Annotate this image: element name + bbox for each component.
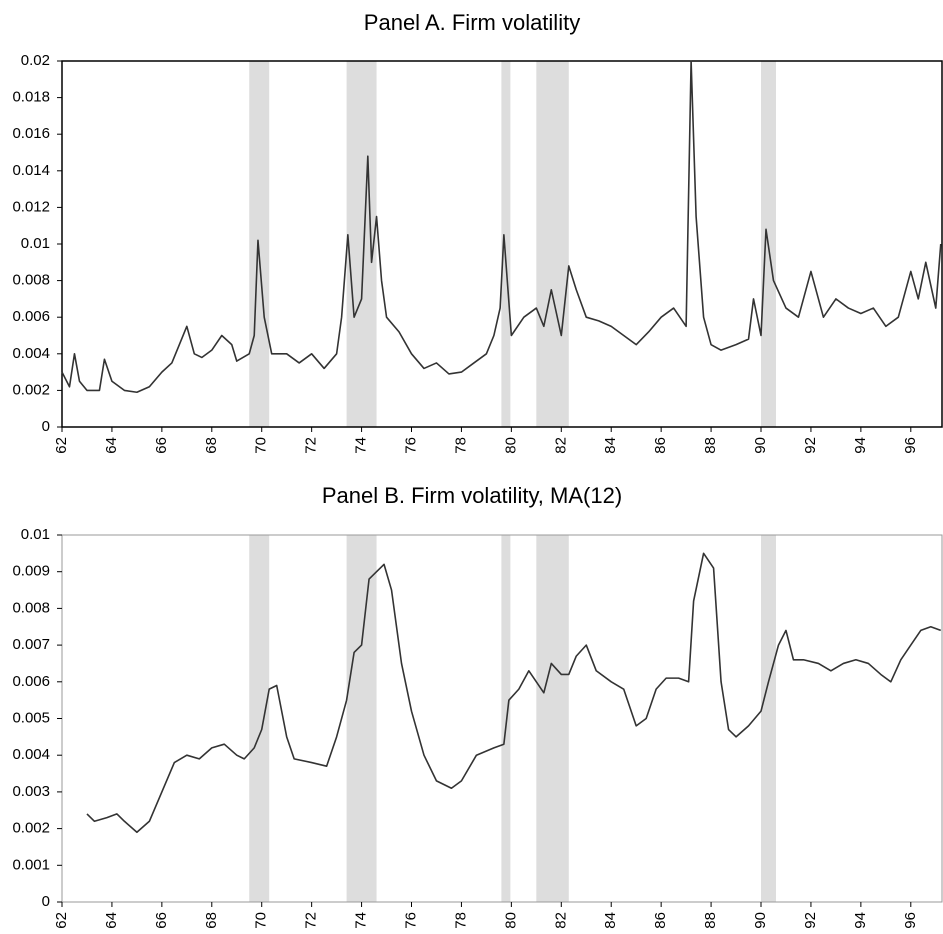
- shaded-period: [501, 61, 511, 427]
- x-tick-label: 80: [502, 437, 519, 454]
- y-tick-label: 0.008: [12, 272, 50, 289]
- panel-title: Panel B. Firm volatility, MA(12): [322, 483, 622, 508]
- x-tick-label: 86: [652, 437, 669, 454]
- x-tick-label: 80: [502, 912, 519, 929]
- x-tick-label: 70: [253, 912, 270, 929]
- shaded-period: [249, 535, 270, 902]
- x-tick-label: 70: [253, 437, 270, 454]
- x-tick-label: 78: [452, 437, 469, 454]
- x-tick-label: 62: [53, 437, 70, 454]
- x-tick-label: 68: [203, 912, 220, 929]
- shaded-period: [536, 535, 569, 902]
- y-tick-label: 0.004: [12, 746, 50, 763]
- x-tick-label: 66: [153, 437, 170, 454]
- x-tick-label: 82: [552, 912, 569, 929]
- y-tick-label: 0.007: [12, 636, 50, 653]
- shaded-period: [346, 535, 377, 902]
- shaded-period: [346, 61, 377, 427]
- y-tick-label: 0.01: [21, 235, 50, 252]
- x-tick-label: 96: [902, 912, 919, 929]
- x-tick-label: 96: [902, 437, 919, 454]
- y-tick-label: 0.001: [12, 856, 50, 873]
- y-tick-label: 0: [42, 893, 50, 910]
- x-tick-label: 92: [802, 437, 819, 454]
- y-tick-label: 0.02: [21, 52, 50, 69]
- shaded-period: [249, 61, 270, 427]
- x-tick-label: 84: [602, 912, 619, 929]
- x-tick-label: 72: [303, 437, 320, 454]
- shaded-period: [501, 535, 511, 902]
- y-tick-label: 0.018: [12, 89, 50, 106]
- y-tick-label: 0.016: [12, 125, 50, 142]
- y-tick-label: 0.009: [12, 563, 50, 580]
- y-tick-label: 0.005: [12, 709, 50, 726]
- x-tick-label: 74: [353, 912, 370, 929]
- x-tick-label: 64: [103, 437, 120, 454]
- panel-title: Panel A. Firm volatility: [364, 10, 580, 35]
- y-tick-label: 0.002: [12, 820, 50, 837]
- x-tick-label: 92: [802, 912, 819, 929]
- y-tick-label: 0: [42, 418, 50, 435]
- data-line: [61, 60, 942, 394]
- y-tick-label: 0.006: [12, 673, 50, 690]
- x-tick-label: 78: [452, 912, 469, 929]
- y-tick-label: 0.008: [12, 599, 50, 616]
- x-tick-label: 74: [353, 437, 370, 454]
- x-tick-label: 82: [552, 437, 569, 454]
- data-line: [86, 552, 942, 834]
- y-tick-label: 0.012: [12, 198, 50, 215]
- shaded-period: [536, 61, 569, 427]
- shaded-period: [761, 535, 776, 902]
- x-tick-label: 68: [203, 437, 220, 454]
- x-tick-label: 90: [752, 437, 769, 454]
- x-tick-label: 90: [752, 912, 769, 929]
- x-tick-label: 84: [602, 437, 619, 454]
- y-tick-label: 0.01: [21, 526, 50, 543]
- x-tick-label: 76: [402, 912, 419, 929]
- x-tick-label: 94: [852, 437, 869, 454]
- y-tick-label: 0.006: [12, 308, 50, 325]
- x-tick-label: 88: [702, 912, 719, 929]
- y-tick-label: 0.003: [12, 783, 50, 800]
- y-tick-label: 0.002: [12, 381, 50, 398]
- x-tick-label: 94: [852, 912, 869, 929]
- x-tick-label: 88: [702, 437, 719, 454]
- x-tick-label: 76: [402, 437, 419, 454]
- x-tick-label: 66: [153, 912, 170, 929]
- x-tick-label: 62: [53, 912, 70, 929]
- x-tick-label: 86: [652, 912, 669, 929]
- y-tick-label: 0.004: [12, 345, 50, 362]
- x-tick-label: 64: [103, 912, 120, 929]
- x-tick-label: 72: [303, 912, 320, 929]
- y-tick-label: 0.014: [12, 162, 50, 179]
